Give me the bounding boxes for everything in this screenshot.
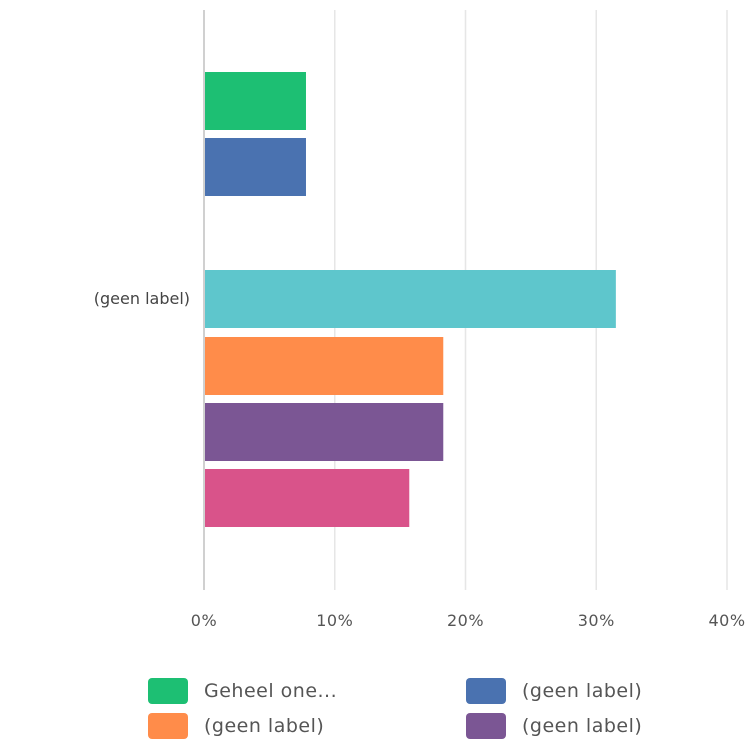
- legend-label: (geen label): [204, 715, 325, 737]
- x-tick-label: 10%: [316, 611, 353, 630]
- x-tick-label: 30%: [578, 611, 615, 630]
- category-label: (geen label): [94, 289, 190, 308]
- legend-item: (geen label): [148, 712, 324, 740]
- x-tick-label: 20%: [447, 611, 484, 630]
- bars: [205, 72, 616, 527]
- legend-swatch: [148, 713, 188, 739]
- bar: [205, 138, 306, 196]
- labels: 0% 10% 20% 30% 40% (geen label): [94, 289, 745, 630]
- legend-item: Geheel one...: [148, 677, 337, 705]
- legend-label: Geheel one...: [204, 680, 338, 702]
- legend-label: (geen label): [522, 680, 643, 702]
- bar: [205, 337, 444, 395]
- bar: [205, 403, 444, 461]
- bar: [205, 469, 410, 527]
- bar: [205, 72, 306, 130]
- legend-swatch: [466, 678, 506, 704]
- legend-item: (geen label): [466, 712, 642, 740]
- legend-label: (geen label): [522, 715, 643, 737]
- legend-swatch: [466, 713, 506, 739]
- x-tick-label: 40%: [708, 611, 745, 630]
- legend-swatch: [148, 678, 188, 704]
- x-tick-label: 0%: [191, 611, 217, 630]
- legend-item: (geen label): [466, 677, 642, 705]
- bar: [205, 270, 616, 328]
